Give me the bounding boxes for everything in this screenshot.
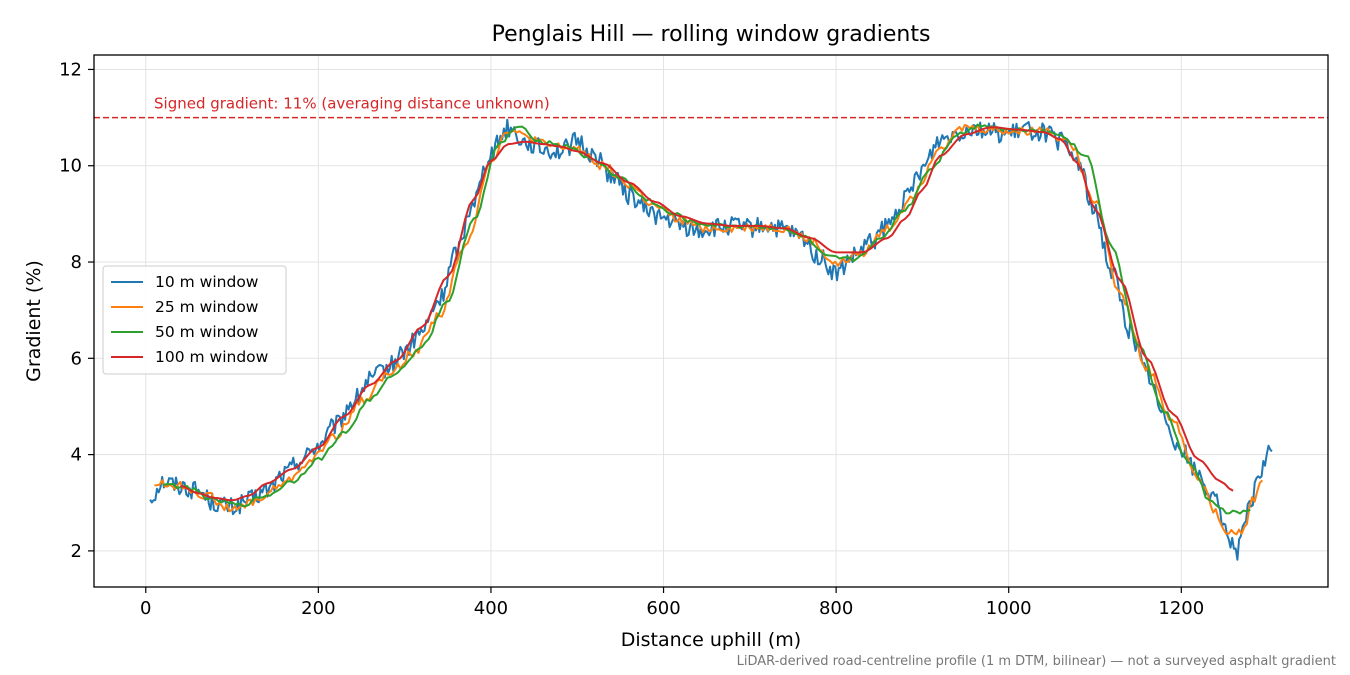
x-tick-label: 1000 <box>986 598 1032 619</box>
series-lines <box>149 118 1273 561</box>
legend-label: 100 m window <box>155 348 269 366</box>
y-tick-label: 10 <box>59 156 82 177</box>
legend-box <box>102 265 287 375</box>
y-tick-label: 2 <box>71 541 82 562</box>
x-tick-label: 800 <box>819 598 853 619</box>
y-tick-label: 8 <box>71 252 82 273</box>
x-axis-label: Distance uphill (m) <box>621 629 801 651</box>
chart-title: Penglais Hill — rolling window gradients <box>492 22 931 47</box>
y-axis-label: Gradient (%) <box>23 260 45 382</box>
legend: 10 m window 25 m window 50 m window 100 m w… <box>102 265 287 375</box>
y-tick-label: 12 <box>59 59 82 80</box>
reference-line-label: Signed gradient: 11% (averaging distance… <box>154 95 550 113</box>
grid <box>94 55 1328 587</box>
legend-label: 25 m window <box>155 298 259 316</box>
axis-ticks: 0 200 400 600 800 1000 1200 2 4 6 8 10 12 <box>59 59 1204 619</box>
y-tick-label: 6 <box>71 348 82 369</box>
x-tick-label: 0 <box>140 598 151 619</box>
x-tick-label: 1200 <box>1158 598 1204 619</box>
x-tick-label: 200 <box>301 598 335 619</box>
legend-label: 50 m window <box>155 323 259 341</box>
series-line-50-m-window <box>162 123 1251 515</box>
plot-frame <box>93 54 1329 588</box>
y-tick-label: 4 <box>71 445 82 466</box>
series-line-100-m-window <box>180 126 1234 502</box>
x-tick-label: 600 <box>646 598 680 619</box>
legend-label: 10 m window <box>155 273 259 291</box>
x-tick-label: 400 <box>474 598 508 619</box>
footnote: LiDAR-derived road-centreline profile (1… <box>737 654 1336 669</box>
